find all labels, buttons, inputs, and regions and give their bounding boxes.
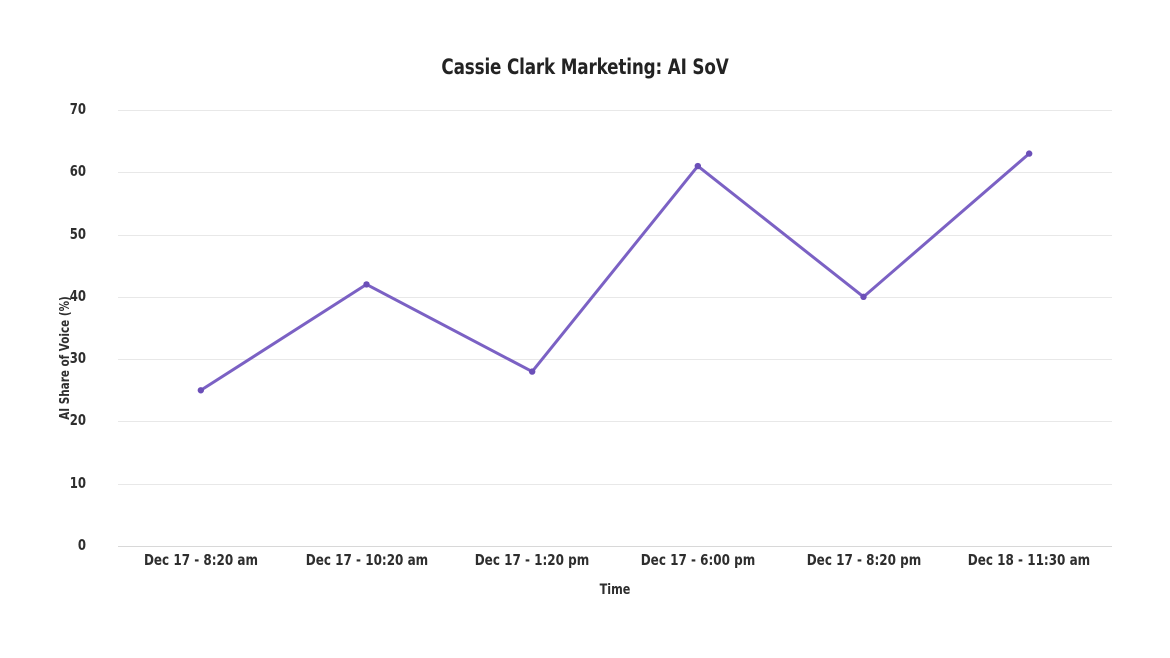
chart-title: Cassie Clark Marketing: AI SoV [441,55,729,79]
y-axis-tick-label: 70 [69,100,86,118]
data-point-marker[interactable] [694,162,702,170]
gridline [118,359,1112,361]
y-axis-tick-label: 0 [77,536,86,554]
y-axis-tick-label: 20 [69,411,86,430]
x-axis-tick-label: Dec 17 - 8:20 am [143,551,258,569]
gridline [118,483,1112,485]
gridline [118,421,1112,423]
data-point-marker[interactable] [1025,150,1033,157]
x-axis-tick-label: Dec 17 - 1:20 pm [474,551,590,569]
gridline [118,110,1112,111]
x-axis-tick-label: Dec 18 - 11:30 am [967,551,1091,569]
gridline [118,546,1112,547]
x-axis-title: Time [599,582,631,598]
x-axis-tick-label: Dec 17 - 6:00 pm [640,551,756,569]
y-axis-tick-label: 30 [69,349,86,368]
y-axis-tick-label: 60 [69,162,86,181]
data-point-marker[interactable] [363,281,370,288]
y-axis-tick-label: 50 [69,224,86,243]
gridline [118,296,1112,298]
x-axis-tick-label: Dec 17 - 10:20 am [305,551,428,569]
series-layer [197,150,1033,394]
x-axis-tick-label: Dec 17 - 8:20 pm [806,551,921,569]
data-point-marker[interactable] [197,387,205,394]
plot-area [118,110,1112,547]
gridline [118,234,1112,236]
y-axis-tick-label: 10 [69,473,86,492]
data-point-marker[interactable] [528,368,536,375]
gridline [118,172,1112,174]
y-axis-tick-label: 40 [69,286,86,305]
series-line [199,152,1031,392]
data-point-marker[interactable] [860,293,867,301]
